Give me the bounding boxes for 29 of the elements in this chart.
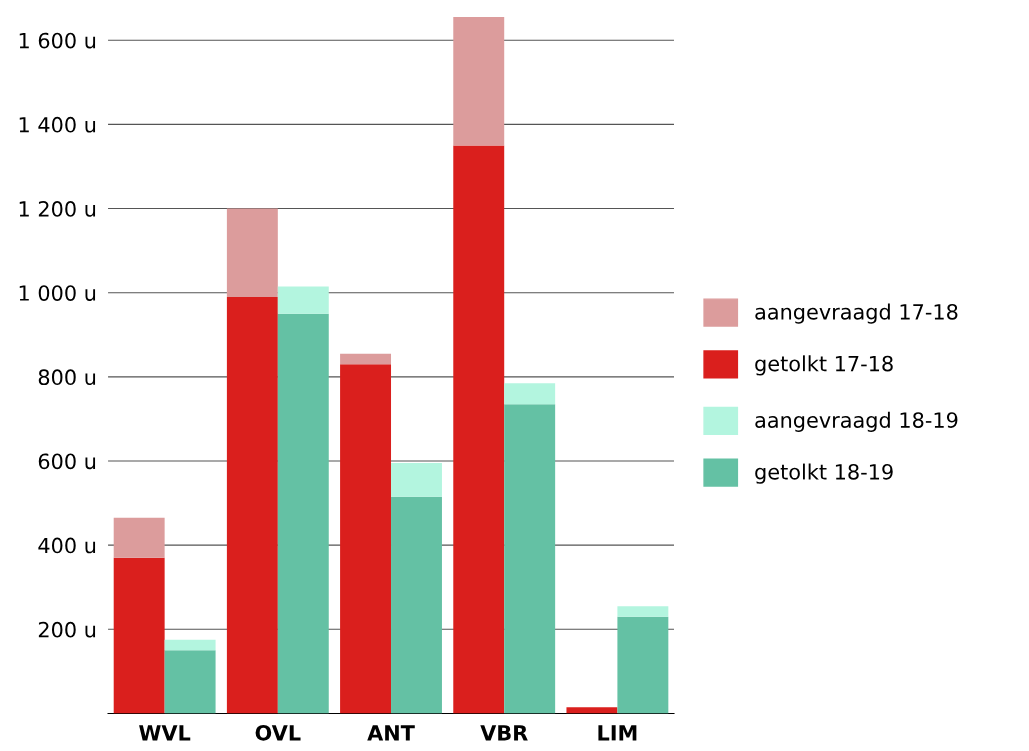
bar: [566, 707, 618, 714]
x-tick-label: ANT: [367, 725, 415, 741]
bar: [113, 557, 165, 714]
bar: [617, 616, 669, 714]
y-tick-label: 1 400 u: [19, 116, 96, 133]
x-tick-label: OVL: [255, 724, 301, 741]
bar: [504, 383, 556, 405]
y-tick-label: 800 u: [38, 369, 96, 386]
y-tick-label: 200 u: [38, 621, 96, 638]
bar: [340, 353, 392, 365]
bar: [226, 208, 278, 297]
y-tick-label: 1 200 u: [19, 201, 96, 217]
bar: [453, 17, 505, 146]
bar: [164, 639, 216, 651]
x-tick-label: VBR: [480, 725, 528, 741]
x-tick-label: LIM: [598, 725, 637, 741]
legend-label: getolkt 18-19: [755, 463, 893, 484]
y-tick-label: 400 u: [38, 537, 96, 554]
bar: [113, 517, 165, 558]
legend-label: aangevraagd 18-19: [755, 411, 958, 432]
bar: [617, 606, 669, 617]
y-tick-label: 1 600 u: [19, 32, 96, 49]
bar: [277, 286, 329, 314]
x-tick-label: WVL: [139, 725, 191, 741]
y-tick-label: 1 000 u: [19, 285, 96, 301]
legend-label: aangevraagd 17-18: [755, 303, 958, 324]
y-tick-label: 600 u: [38, 453, 96, 470]
bar: [391, 463, 442, 497]
legend-label: getolkt 17-18: [755, 355, 893, 376]
